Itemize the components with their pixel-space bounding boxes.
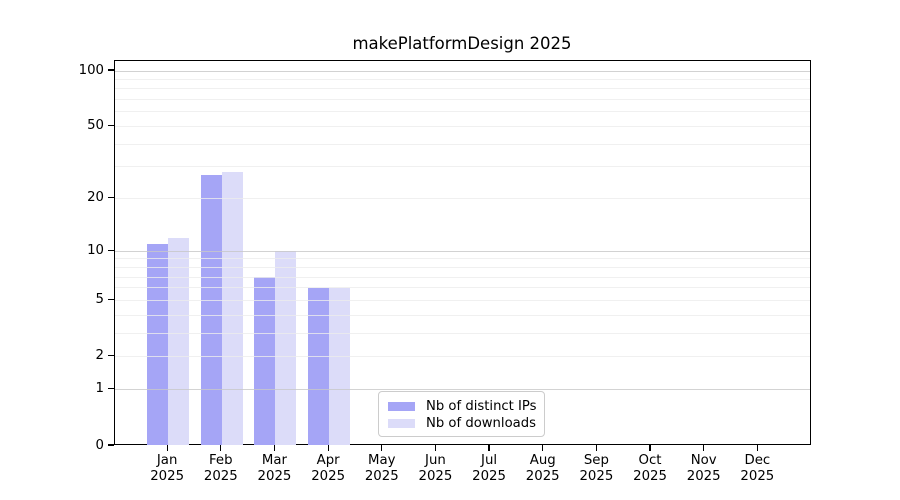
minor-gridline — [114, 111, 810, 113]
minor-gridline — [114, 88, 810, 90]
x-axis-tick-label-month: Aug — [529, 453, 556, 468]
y-tick-mark — [108, 197, 114, 199]
x-tick-mark — [595, 445, 597, 451]
plot-area — [113, 60, 811, 445]
y-axis-tick-label: 1 — [95, 381, 104, 397]
bar-distinct-ips — [200, 175, 222, 445]
y-tick-mark — [108, 69, 114, 71]
legend: Nb of distinct IPs Nb of downloads — [378, 391, 545, 437]
x-tick-mark — [327, 445, 329, 451]
x-axis-tick-label-year: 2025 — [150, 469, 185, 484]
x-axis-tick-label-year: 2025 — [686, 469, 721, 484]
y-axis-tick-label: 50 — [87, 118, 104, 134]
y-tick-mark — [108, 444, 114, 446]
minor-gridline — [114, 314, 810, 316]
bar-downloads — [168, 237, 190, 445]
y-axis-tick-label: 10 — [87, 242, 104, 258]
minor-gridline — [114, 126, 810, 128]
bar-distinct-ips — [147, 244, 169, 445]
legend-item-distinct_ips: Nb of distinct IPs — [388, 398, 537, 415]
legend-swatch-downloads — [388, 418, 415, 429]
x-axis-tick-label-year: 2025 — [364, 469, 399, 484]
x-tick-mark — [220, 445, 222, 451]
y-tick-mark — [108, 124, 114, 127]
x-tick-mark — [166, 445, 168, 451]
x-axis-tick-label-year: 2025 — [633, 469, 667, 484]
bar-downloads — [329, 287, 351, 445]
major-gridline — [114, 250, 810, 252]
x-tick-mark — [434, 445, 436, 451]
x-tick-mark — [488, 445, 490, 451]
x-axis-tick-label-year: 2025 — [203, 469, 238, 484]
x-axis-tick-label-month: Dec — [744, 453, 771, 468]
grid-layer — [114, 61, 810, 444]
minor-gridline — [114, 356, 810, 358]
x-axis-tick-label-month: Nov — [690, 453, 717, 468]
minor-gridline — [114, 258, 810, 260]
y-axis-tick-label: 20 — [87, 190, 104, 206]
minor-gridline — [114, 143, 810, 145]
x-tick-mark — [703, 445, 705, 451]
y-axis-tick-label: 2 — [95, 348, 104, 364]
x-axis-tick-label-month: Mar — [261, 453, 287, 468]
minor-gridline — [114, 166, 810, 168]
x-axis-tick-label-year: 2025 — [311, 469, 346, 484]
bar-downloads — [275, 251, 297, 445]
y-tick-mark — [108, 298, 114, 300]
minor-gridline — [114, 299, 810, 301]
legend-item-label: Nb of downloads — [426, 416, 536, 431]
x-axis-tick-label-year: 2025 — [257, 469, 292, 484]
minor-gridline — [114, 78, 810, 80]
x-axis-tick-label-month: Apr — [316, 453, 340, 468]
x-tick-mark — [381, 445, 383, 451]
minor-gridline — [114, 99, 810, 101]
x-axis-tick-label-month: May — [368, 453, 396, 468]
minor-gridline — [114, 276, 810, 278]
x-axis-tick-label-year: 2025 — [525, 469, 560, 484]
x-axis-tick-label-month: Feb — [209, 453, 233, 468]
x-axis-tick-label-month: Jan — [156, 453, 178, 468]
major-gridline — [114, 389, 810, 391]
bar-downloads — [221, 172, 243, 445]
x-axis-tick-label-year: 2025 — [579, 469, 614, 484]
minor-gridline — [114, 266, 810, 268]
x-axis-tick-label-year: 2025 — [472, 469, 506, 484]
x-tick-mark — [542, 445, 544, 451]
legend-item-label: Nb of distinct IPs — [426, 399, 537, 414]
y-axis-tick-label: 100 — [78, 62, 104, 78]
x-axis-tick-label-month: Sep — [583, 453, 609, 468]
y-tick-mark — [108, 249, 114, 251]
x-axis-tick-label-year: 2025 — [740, 469, 775, 484]
bar-distinct-ips — [308, 287, 330, 445]
x-axis-tick-label-year: 2025 — [418, 469, 453, 484]
x-tick-mark — [756, 445, 758, 451]
major-gridline — [114, 70, 810, 72]
x-tick-mark — [273, 445, 276, 451]
legend-item-downloads: Nb of downloads — [388, 415, 536, 432]
x-axis-tick-label-month: Jul — [481, 453, 498, 468]
bar-distinct-ips — [254, 277, 276, 445]
y-axis-tick-label: 5 — [95, 291, 104, 307]
y-tick-mark — [108, 388, 114, 390]
legend-swatch-distinct_ips — [388, 401, 415, 412]
minor-gridline — [114, 198, 810, 200]
x-axis-tick-label-month: Jun — [425, 453, 446, 468]
x-tick-mark — [649, 445, 651, 451]
y-axis-tick-label: 0 — [95, 437, 104, 453]
minor-gridline — [114, 287, 810, 289]
bars-layer — [115, 61, 811, 445]
x-axis-tick-label-month: Oct — [638, 453, 662, 468]
y-tick-mark — [108, 355, 114, 357]
minor-gridline — [114, 332, 810, 334]
chart-title: makePlatformDesign 2025 — [352, 34, 572, 53]
